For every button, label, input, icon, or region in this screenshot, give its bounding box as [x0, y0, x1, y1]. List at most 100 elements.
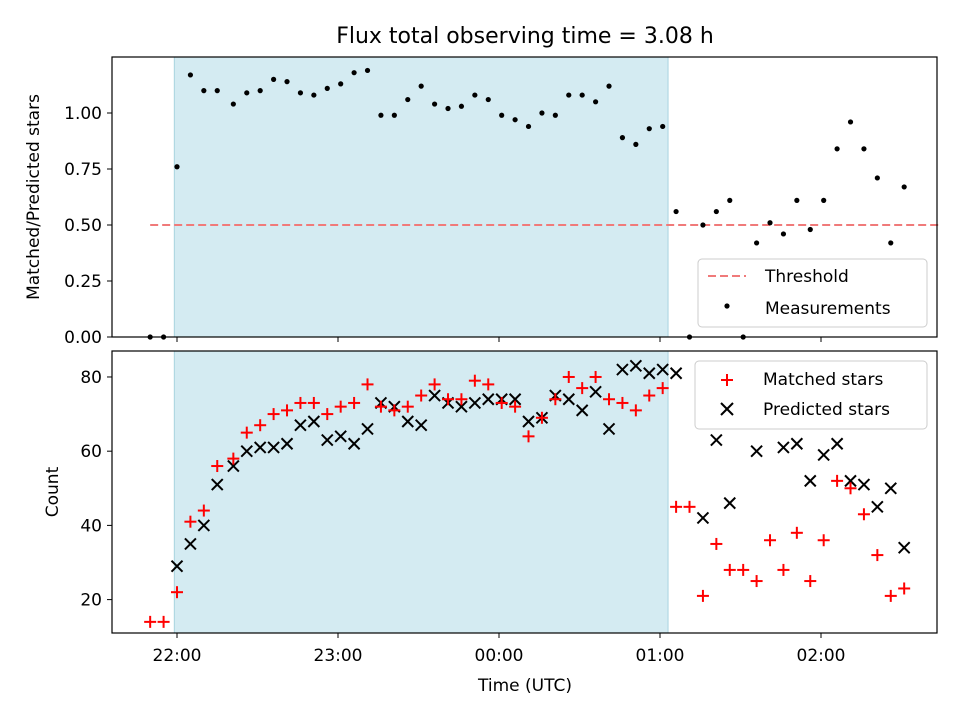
- measurement-point: [593, 99, 599, 105]
- top-legend-box: [697, 258, 928, 328]
- top-shade-layer: [173, 56, 669, 338]
- measurement-point: [646, 126, 652, 132]
- matched-star-point: [898, 582, 911, 595]
- measurement-point: [874, 175, 880, 181]
- predicted-star-point: [844, 474, 857, 488]
- measurement-point: [633, 141, 639, 147]
- measurement-point: [378, 112, 384, 118]
- matched-star-point: [790, 526, 803, 539]
- matched-star-point: [549, 393, 562, 406]
- matched-star-point: [656, 382, 669, 395]
- x-tick-label: 00:00: [475, 646, 524, 666]
- matched-star-point: [710, 537, 723, 550]
- measurement-point: [525, 123, 532, 130]
- predicted-star-point: [401, 415, 414, 428]
- predicted-star-point: [482, 393, 495, 406]
- measurement-point: [284, 79, 290, 85]
- predicted-star-point: [857, 478, 871, 491]
- y-tick-label: 0.50: [64, 216, 102, 236]
- bottom-x-ticks: 22:00 23:00 00:00 01:00 02:00: [153, 633, 846, 666]
- bottom-panel: 20 40 60 80 22:00 23:00 00:00 01:00 02:00 Count…: [43, 350, 938, 696]
- matched-star-point: [737, 563, 750, 576]
- matched-star-point: [294, 396, 307, 409]
- measurement-point: [230, 101, 236, 107]
- matched-star-point: [495, 396, 508, 409]
- measurement-point: [257, 88, 263, 94]
- legend-threshold-label: Threshold: [764, 267, 849, 287]
- matched-star-point: [348, 396, 361, 409]
- measurement-point: [391, 112, 397, 118]
- predicted-star-point: [414, 419, 428, 432]
- legend-matched-label: Matched stars: [763, 370, 883, 390]
- measurement-point: [847, 119, 854, 125]
- measurement-point: [405, 96, 411, 103]
- measurement-point: [861, 146, 867, 152]
- predicted-star-point: [361, 422, 374, 436]
- bottom-y-axis-label: Count: [43, 466, 63, 517]
- matched-star-point: [361, 378, 374, 391]
- measurement-point: [606, 83, 612, 89]
- legend-measurements-label: Measurements: [765, 299, 891, 319]
- predicted-star-point: [710, 433, 723, 447]
- measurement-point: [780, 231, 787, 237]
- top-y-ticks: 0.00 0.25 0.50 0.75 1.00: [64, 104, 112, 348]
- matched-star-point: [535, 411, 548, 424]
- measurement-point: [271, 76, 277, 82]
- predicted-star-point: [280, 437, 294, 450]
- x-tick-label: 02:00: [797, 646, 846, 666]
- measurement-point: [311, 92, 317, 98]
- matched-star-point: [696, 589, 709, 602]
- measurement-point: [324, 85, 330, 91]
- predicted-star-point: [253, 441, 267, 454]
- matched-star-point: [388, 404, 401, 417]
- measurement-point: [794, 197, 800, 203]
- predicted-star-point: [871, 500, 884, 514]
- y-tick-label: 60: [80, 442, 102, 462]
- measurement-point: [244, 90, 250, 96]
- x-tick-label: 23:00: [314, 646, 363, 666]
- matched-star-point: [871, 549, 884, 562]
- predicted-star-point: [669, 367, 683, 380]
- matched-star-point: [589, 370, 602, 383]
- measurement-point: [821, 197, 827, 203]
- matched-star-point: [468, 374, 481, 387]
- matched-star-point: [670, 500, 683, 513]
- measurement-point: [539, 110, 545, 116]
- top-x-ticks: [176, 337, 822, 342]
- top-y-axis-label: Matched/Predicted stars: [24, 94, 44, 300]
- measurement-point: [727, 197, 733, 203]
- predicted-star-point: [643, 367, 656, 380]
- matched-star-point: [844, 482, 857, 495]
- matched-star-point: [184, 515, 197, 528]
- observing-interval-shade: [173, 56, 669, 338]
- matched-star-point: [777, 563, 790, 576]
- predicted-star-point: [602, 422, 616, 436]
- predicted-star-point: [616, 363, 629, 376]
- predicted-star-point: [211, 478, 224, 491]
- measurement-point: [351, 70, 357, 76]
- y-tick-label: 80: [80, 368, 102, 388]
- predicted-star-point: [589, 385, 602, 399]
- matched-star-point: [281, 404, 294, 417]
- matched-star-point: [683, 500, 696, 513]
- bottom-points-layer: [144, 359, 911, 628]
- legend-matched-swatch: [721, 374, 733, 386]
- matched-star-point: [157, 615, 170, 628]
- predicted-star-point: [197, 519, 211, 532]
- measurement-point: [579, 92, 585, 98]
- measurement-point: [754, 240, 760, 246]
- matched-star-point: [428, 378, 441, 391]
- matched-star-point: [804, 575, 817, 588]
- matched-star-point: [321, 408, 334, 421]
- measurement-point: [432, 101, 438, 107]
- measurement-point: [499, 112, 505, 118]
- chart-title: Flux total observing time = 3.08 h: [336, 24, 714, 49]
- measurement-point: [901, 184, 907, 190]
- matched-star-point: [857, 508, 870, 521]
- top-panel: 0.00 0.25 0.50 0.75 1.00 Matched/Predicted s…: [24, 56, 942, 348]
- measurement-point: [888, 240, 894, 246]
- measurement-point: [713, 208, 719, 215]
- measurement-point: [552, 112, 558, 118]
- predicted-star-point: [804, 474, 817, 488]
- predicted-star-point: [696, 511, 710, 525]
